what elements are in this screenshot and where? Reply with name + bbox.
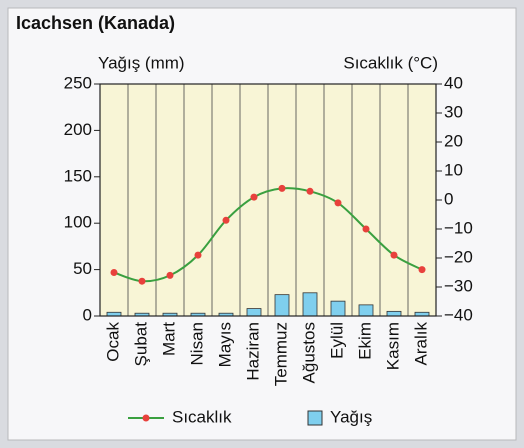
marker — [110, 269, 118, 276]
y2-tick-label: −40 — [444, 305, 473, 324]
y-tick-label: 250 — [64, 73, 92, 92]
x-tick-label: Eylül — [327, 322, 346, 359]
y2-tick-label: −30 — [444, 276, 473, 295]
x-tick-label: Haziran — [243, 322, 262, 381]
marker — [278, 184, 286, 192]
marker — [250, 193, 258, 201]
y2-tick-label: 30 — [444, 102, 463, 121]
x-tick-label: Mart — [159, 322, 178, 356]
marker — [390, 251, 398, 259]
bar — [302, 292, 318, 317]
legend-swatch — [307, 410, 323, 426]
marker — [306, 187, 314, 195]
marker — [334, 199, 342, 207]
y-tick-label: 200 — [64, 120, 92, 139]
bar — [246, 308, 262, 317]
marker — [222, 216, 230, 224]
x-tick-label: Şubat — [131, 322, 150, 367]
x-tick-label: Kasım — [383, 322, 402, 370]
bar — [358, 304, 374, 317]
marker — [418, 266, 426, 274]
marker — [166, 271, 174, 279]
y-tick-label: 0 — [83, 305, 92, 324]
y-tick-label: 150 — [64, 166, 92, 185]
x-tick-label: Ocak — [103, 322, 122, 362]
y2-tick-label: −20 — [444, 247, 473, 266]
x-tick-label: Nisan — [187, 322, 206, 365]
marker — [194, 251, 202, 259]
y2-tick-label: 40 — [444, 73, 463, 92]
x-tick-label: Ekim — [355, 322, 374, 360]
marker — [362, 225, 370, 233]
y2-axis-label: Sıcaklık (°C) — [343, 53, 438, 72]
plot-frame — [99, 83, 437, 317]
y2-tick-label: 0 — [444, 189, 453, 208]
y-tick-label: 100 — [64, 213, 92, 232]
bar — [386, 310, 402, 317]
legend-marker — [142, 414, 150, 422]
y2-tick-label: 20 — [444, 131, 463, 150]
x-tick-label: Temmuz — [271, 322, 290, 386]
legend-label: Sıcaklık — [172, 407, 232, 426]
y2-tick-label: −10 — [444, 218, 473, 237]
y-axis-label: Yağış (mm) — [98, 53, 185, 72]
legend-label: Yağış — [330, 407, 372, 426]
marker — [138, 277, 146, 285]
x-tick-label: Mayıs — [215, 322, 234, 367]
chart-title: Icachsen (Kanada) — [16, 13, 175, 33]
x-tick-label: Ağustos — [299, 322, 318, 383]
bar — [274, 294, 290, 317]
y2-tick-label: 10 — [444, 160, 463, 179]
x-tick-label: Aralık — [411, 322, 430, 366]
y-tick-label: 50 — [73, 259, 92, 278]
bar — [330, 300, 346, 317]
